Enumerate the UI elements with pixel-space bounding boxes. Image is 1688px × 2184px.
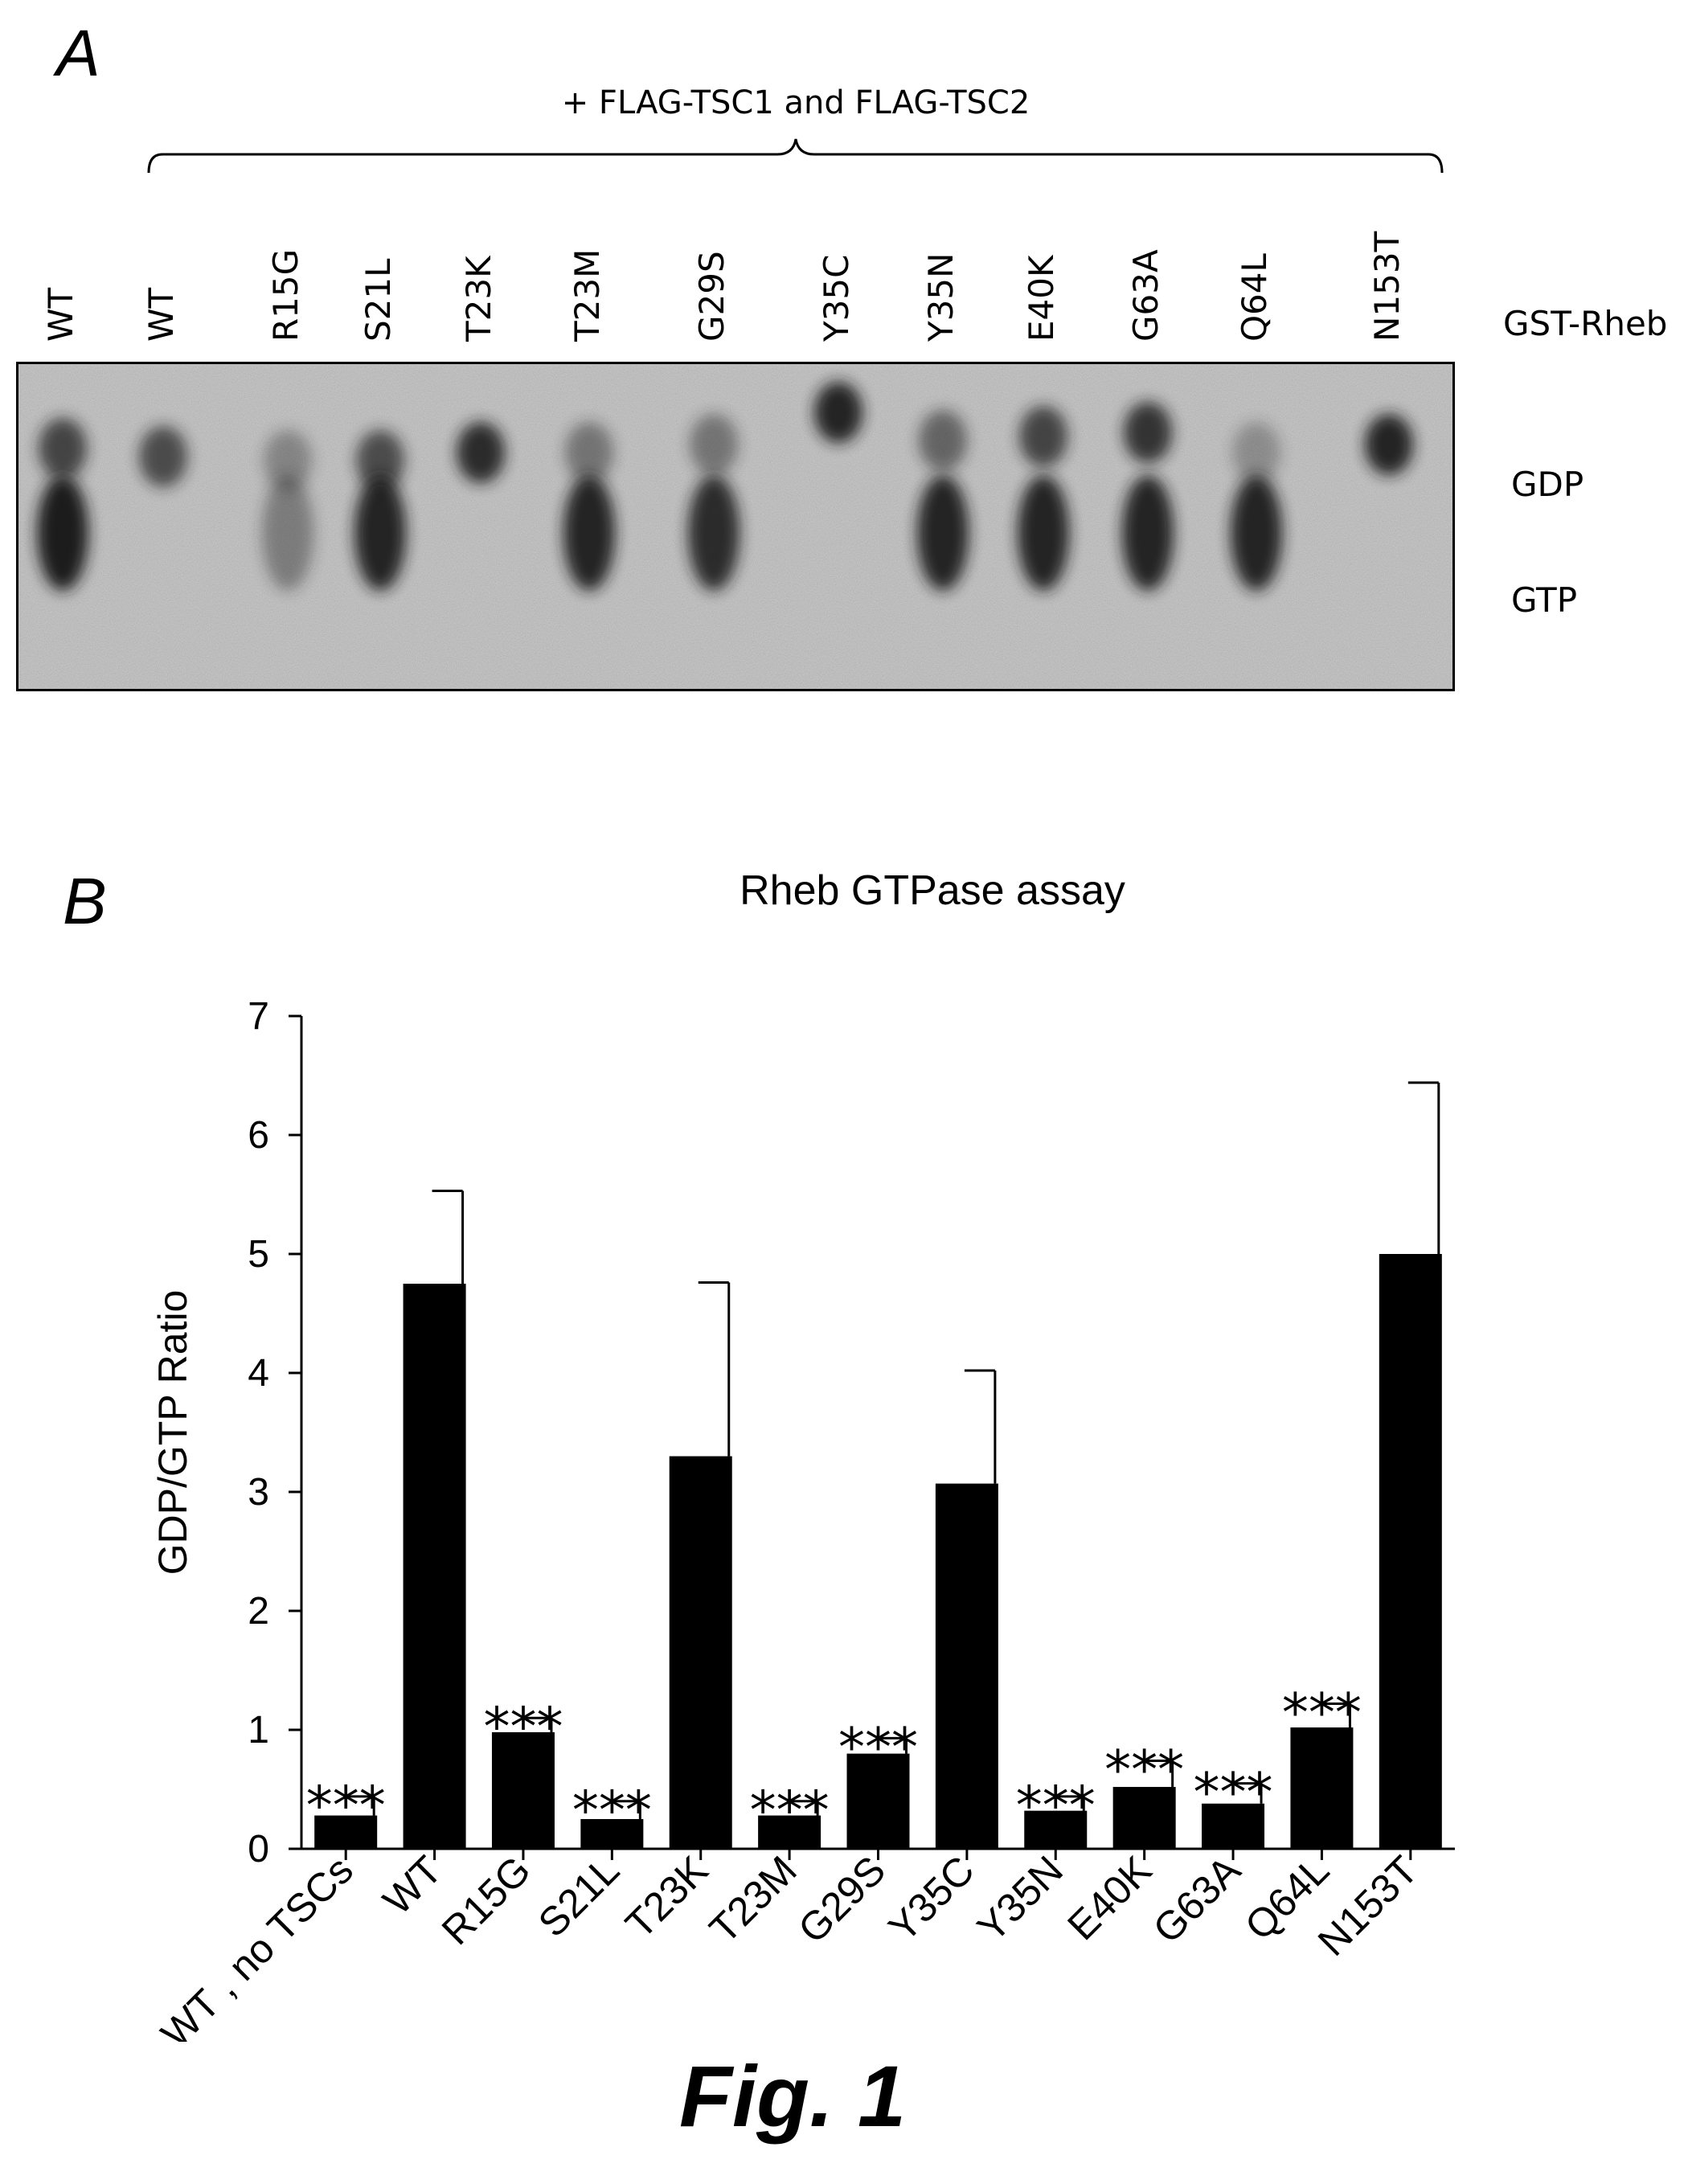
lane-label: G29S <box>692 251 731 342</box>
lane-label: R15G <box>266 248 305 342</box>
y-axis-label: GDP/GTP Ratio <box>150 1290 195 1576</box>
bar <box>669 1456 732 1849</box>
gel-lane <box>139 426 187 487</box>
x-tick-label: S21L <box>530 1847 628 1945</box>
chart-title: Rheb GTPase assay <box>740 867 1125 914</box>
band-label-gdp: GDP <box>1511 465 1584 504</box>
lane-label: Y35C <box>817 254 856 342</box>
x-tick-label: R15G <box>433 1847 539 1953</box>
bar-chart: Rheb GTPase assay GDP/GTP Ratio 0 1 2 3 4 5 6 7 **… <box>150 867 1455 2042</box>
lane-label: N153T <box>1367 231 1407 342</box>
gel-lane <box>917 410 969 591</box>
gel-lane <box>814 382 862 443</box>
gel-lane <box>1231 422 1282 591</box>
significance-label: *** <box>1282 1682 1362 1744</box>
lane-label: T23K <box>459 256 498 342</box>
x-tick-label: G63A <box>1145 1847 1249 1952</box>
y-tick-label: 1 <box>248 1709 269 1752</box>
gel-lane <box>563 422 615 591</box>
lane-label: Q64L <box>1235 253 1274 342</box>
y-tick-label: 3 <box>248 1471 269 1514</box>
x-tick-label: G29S <box>789 1847 894 1952</box>
figure-caption: Fig. 1 <box>679 2047 907 2145</box>
x-tick-label: N153T <box>1309 1847 1427 1965</box>
significance-label: *** <box>1104 1739 1184 1801</box>
bar <box>580 1819 644 1849</box>
bracket-label: + FLAG-TSC1 and FLAG-TSC2 <box>561 84 1030 121</box>
bar <box>935 1483 998 1849</box>
significance-label: *** <box>572 1780 652 1842</box>
significance-label: *** <box>750 1780 830 1842</box>
lane-label: WT <box>41 287 80 342</box>
bar <box>758 1815 821 1849</box>
lane-label: S21L <box>358 258 398 342</box>
row-label-gst-rheb: GST-Rheb <box>1503 304 1668 343</box>
x-tick-label: WT , no TSCs <box>153 1847 362 2042</box>
treatment-bracket <box>147 138 1444 174</box>
gel-image <box>16 362 1455 691</box>
y-tick-label: 4 <box>248 1352 269 1395</box>
x-tick-label: Y35N <box>969 1847 1071 1950</box>
x-tick-label: T23K <box>617 1847 716 1947</box>
lane-label: WT <box>141 287 181 342</box>
gel-lane <box>1122 402 1174 591</box>
panel-b-letter: B <box>63 865 107 938</box>
gel-lane <box>1365 414 1413 475</box>
lane-label: Y35N <box>921 252 961 342</box>
significance-label: *** <box>1194 1762 1273 1824</box>
y-tick-label: 6 <box>248 1114 269 1157</box>
gel-lane <box>354 430 406 591</box>
gel-lane <box>688 414 740 591</box>
gel-lane <box>262 430 313 591</box>
x-tick-label: Y35C <box>880 1847 983 1950</box>
bar <box>1202 1803 1265 1849</box>
bar <box>491 1731 555 1849</box>
bar <box>1112 1787 1176 1849</box>
bar <box>1024 1810 1088 1849</box>
bar <box>1379 1254 1442 1849</box>
significance-label: *** <box>306 1775 386 1837</box>
lane-label: E40K <box>1022 255 1061 342</box>
gel-lane <box>37 418 88 591</box>
significance-label: *** <box>483 1696 563 1758</box>
x-tick-label: WT <box>375 1847 451 1924</box>
x-tick-label: T23M <box>701 1847 805 1952</box>
gel-lane <box>457 422 505 483</box>
y-tick-label: 2 <box>248 1590 269 1633</box>
y-tick-label: 5 <box>248 1233 269 1276</box>
lane-label: T23M <box>567 248 607 342</box>
bar <box>846 1753 910 1849</box>
x-tick-label: E40K <box>1059 1847 1160 1948</box>
panel-a-letter: A <box>56 17 100 90</box>
gel-bands <box>18 364 1452 689</box>
lane-label: G63A <box>1126 249 1166 342</box>
bar <box>403 1284 466 1849</box>
y-tick-label: 7 <box>248 995 269 1038</box>
bar <box>314 1815 378 1849</box>
y-tick-label: 0 <box>248 1828 269 1871</box>
band-label-gtp: GTP <box>1511 580 1578 620</box>
significance-label: *** <box>838 1716 918 1778</box>
significance-label: *** <box>1016 1775 1096 1837</box>
gel-lane <box>1018 406 1069 591</box>
bar <box>1290 1727 1354 1849</box>
